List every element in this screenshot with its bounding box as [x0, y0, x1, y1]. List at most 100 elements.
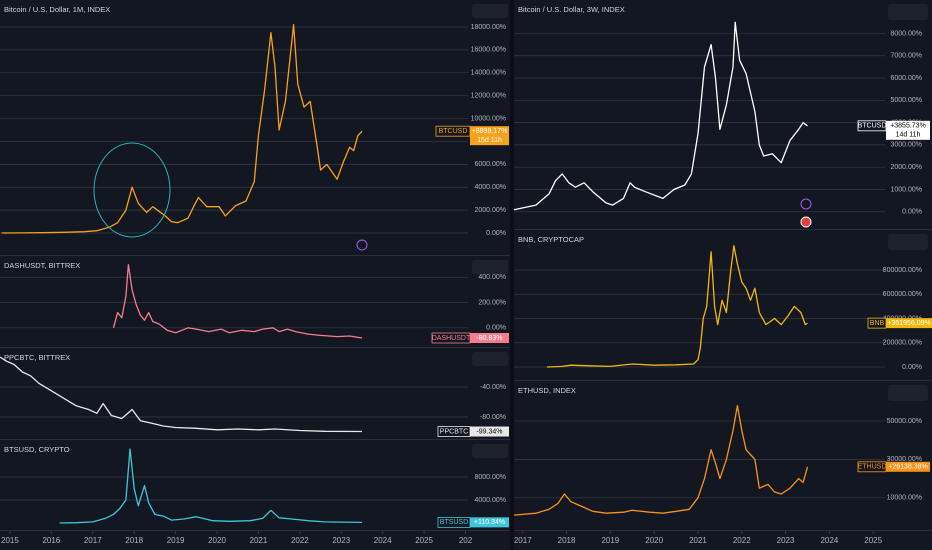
price-tag-value: +26138.38%	[888, 464, 928, 471]
y-tick-label: -80.00%	[480, 414, 506, 421]
price-tag-name: BTCUSD	[858, 123, 887, 130]
y-tick-label: 30000.00%	[887, 456, 922, 463]
control-box[interactable]	[888, 385, 928, 401]
y-tick-label: 0.00%	[902, 364, 922, 371]
y-tick-label: 400.00%	[478, 274, 506, 281]
y-tick-label: 10000.00%	[471, 115, 506, 122]
y-tick-label: 7000.00%	[890, 53, 922, 60]
control-box[interactable]	[472, 352, 508, 366]
series-line	[513, 21, 808, 211]
series-line	[59, 448, 363, 524]
x-tick-label: 2024	[820, 536, 838, 545]
y-tick-label: 0.00%	[902, 209, 922, 216]
y-tick-label: 5000.00%	[890, 97, 922, 104]
control-box[interactable]	[888, 234, 928, 250]
control-box[interactable]	[472, 4, 508, 18]
control-box[interactable]	[472, 444, 508, 458]
series-line	[1, 24, 363, 234]
y-tick-label: 3000.00%	[890, 142, 922, 149]
y-tick-label: 6000.00%	[890, 75, 922, 82]
y-tick-label: 1000.00%	[890, 186, 922, 193]
x-tick-label: 2021	[689, 536, 707, 545]
x-tick-label: 2018	[125, 536, 143, 545]
price-tag-value-box	[470, 126, 509, 146]
x-tick-label: 2021	[250, 536, 268, 545]
price-tag-value-box	[886, 120, 930, 140]
x-tick-label: 2024	[374, 536, 392, 545]
x-tick-label: 2023	[332, 536, 350, 545]
price-tag-name: ETHUSD	[858, 464, 887, 471]
x-tick-label: 2023	[777, 536, 795, 545]
price-tag-name: DASHUSDT	[432, 335, 471, 342]
y-tick-label: 800000.00%	[883, 267, 922, 274]
left-panel	[0, 0, 510, 550]
highlight-circle	[93, 142, 171, 238]
y-tick-label: 18000.00%	[471, 24, 506, 31]
price-tag-value-box	[470, 333, 509, 344]
y-tick-label: -40.00%	[480, 384, 506, 391]
pane-title: DASHUSDT, BITTREX	[4, 261, 80, 270]
y-tick-label: 8000.00%	[890, 30, 922, 37]
y-tick-label: 10000.00%	[887, 495, 922, 502]
x-tick-label: 2019	[601, 536, 619, 545]
event-icon[interactable]	[800, 198, 812, 210]
control-box[interactable]	[472, 260, 508, 274]
price-tag-value: -80.83%	[476, 335, 502, 342]
y-tick-label: 0.00%	[486, 230, 506, 237]
price-tag-name: BNB	[870, 320, 885, 327]
x-tick-label: 2025	[415, 536, 433, 545]
price-tag-value-box	[886, 461, 930, 472]
x-tick-label: 2018	[558, 536, 576, 545]
pane-title: BTSUSD, CRYPTO	[4, 445, 70, 454]
x-tick-label: 2022	[291, 536, 309, 545]
x-tick-label: 2025	[864, 536, 882, 545]
charts: 0.00% 2000.00% 4000.00% 6000.00% 8000.00% 100…	[0, 5, 932, 545]
y-tick-label: 200.00%	[478, 299, 506, 306]
price-tag-value: +8898.17%	[472, 128, 508, 135]
right-panel	[514, 0, 932, 550]
pane-title: ETHUSD, INDEX	[518, 386, 576, 395]
x-tick-label: 2017	[84, 536, 102, 545]
price-tag-value-box	[470, 517, 509, 528]
price-tag-value-box	[886, 318, 932, 329]
x-tick-label: 2019	[167, 536, 185, 545]
y-tick-label: 8000.00%	[474, 474, 506, 481]
x-tick-label: 2020	[208, 536, 226, 545]
y-tick-label: 2000.00%	[474, 207, 506, 214]
event-icon[interactable]	[356, 239, 368, 251]
price-tag-value: -99.34%	[476, 428, 502, 435]
y-tick-label: 200000.00%	[883, 340, 922, 347]
y-tick-label: 4000.00%	[474, 497, 506, 504]
price-tag-value: +3855.73%	[890, 123, 926, 130]
y-tick-label: 12000.00%	[471, 93, 506, 100]
series-line	[112, 263, 363, 339]
pane-title: Bitcoin / U.S. Dollar, 3W, INDEX	[518, 5, 625, 14]
y-tick-label: 4000.00%	[474, 184, 506, 191]
y-tick-label: 50000.00%	[887, 418, 922, 425]
y-tick-label: 6000.00%	[474, 161, 506, 168]
flag-icon[interactable]	[800, 216, 812, 228]
y-tick-label: 600000.00%	[883, 291, 922, 298]
x-tick-label: 2022	[733, 536, 751, 545]
overlays	[93, 4, 928, 458]
x-tick-label: 2015	[1, 536, 19, 545]
price-tag-value-box	[470, 426, 509, 437]
price-tag-value: +361956.09%	[887, 320, 930, 327]
price-tag-name: BTSUSD	[440, 519, 468, 526]
series-line	[0, 356, 363, 433]
price-tag-name: BTCUSD	[439, 128, 468, 135]
x-tick-label: 202	[459, 536, 473, 545]
price-tag-name: PPCBTC	[440, 428, 468, 435]
x-tick-label: 2020	[645, 536, 663, 545]
x-tick-label: 2017	[514, 536, 532, 545]
y-tick-label: 16000.00%	[471, 47, 506, 54]
y-tick-label: 2000.00%	[890, 164, 922, 171]
series-line	[546, 245, 808, 368]
price-tag-countdown: 15d 11h	[477, 137, 502, 144]
pane-title: PPCBTC, BITTREX	[4, 353, 70, 362]
x-tick-label: 2016	[42, 536, 60, 545]
control-box[interactable]	[888, 4, 928, 20]
pane-title: Bitcoin / U.S. Dollar, 1M, INDEX	[4, 5, 110, 14]
price-tag-countdown: 14d 11h	[896, 132, 921, 139]
